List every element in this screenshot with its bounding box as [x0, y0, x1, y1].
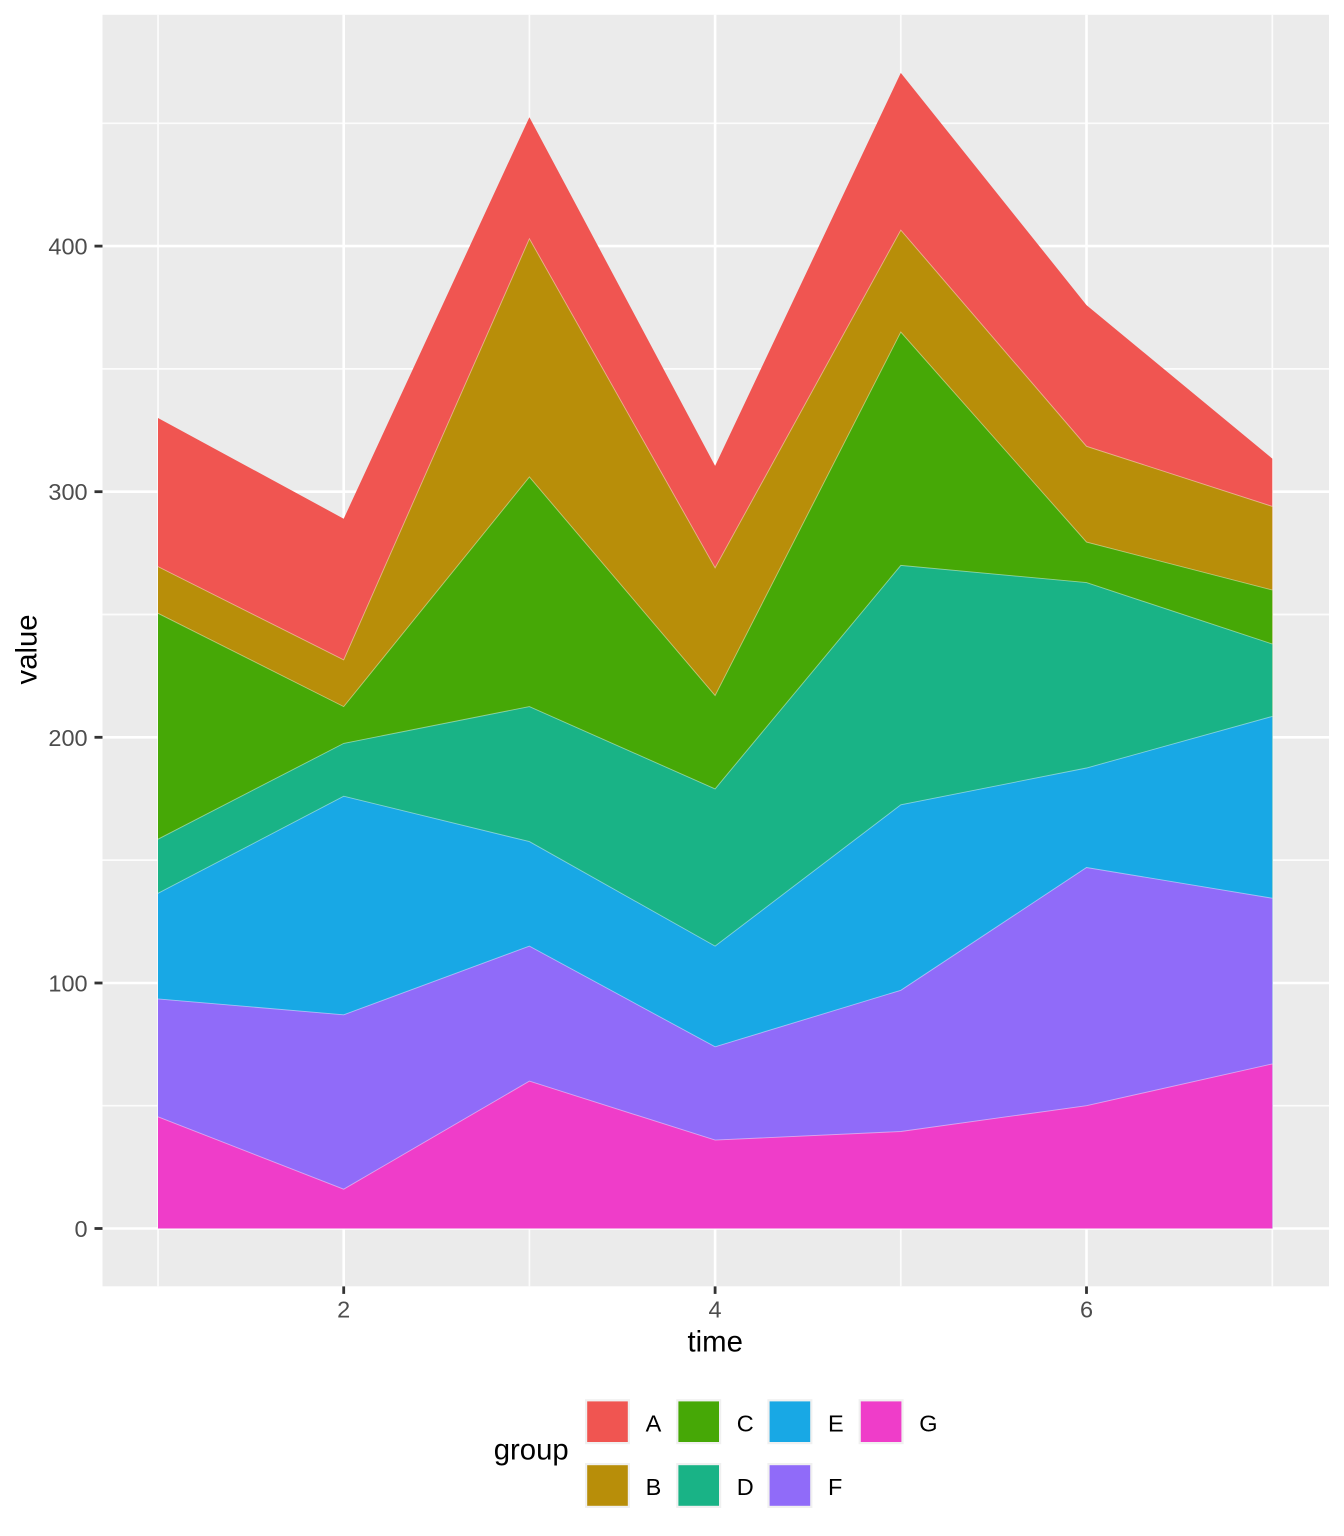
- svg-text:D: D: [737, 1474, 754, 1500]
- svg-text:4: 4: [709, 1296, 722, 1322]
- svg-text:300: 300: [48, 479, 87, 505]
- svg-text:F: F: [828, 1474, 842, 1500]
- svg-text:value: value: [11, 614, 44, 684]
- svg-text:G: G: [919, 1410, 937, 1436]
- svg-text:400: 400: [48, 234, 87, 260]
- svg-text:time: time: [688, 1325, 743, 1358]
- svg-text:group: group: [494, 1433, 569, 1466]
- svg-text:E: E: [828, 1410, 844, 1436]
- svg-text:B: B: [646, 1474, 662, 1500]
- svg-text:0: 0: [75, 1216, 88, 1242]
- svg-text:100: 100: [48, 971, 87, 997]
- svg-text:2: 2: [337, 1296, 350, 1322]
- svg-text:200: 200: [48, 725, 87, 751]
- svg-text:A: A: [646, 1410, 662, 1436]
- svg-text:6: 6: [1080, 1296, 1093, 1322]
- svg-text:C: C: [737, 1410, 754, 1436]
